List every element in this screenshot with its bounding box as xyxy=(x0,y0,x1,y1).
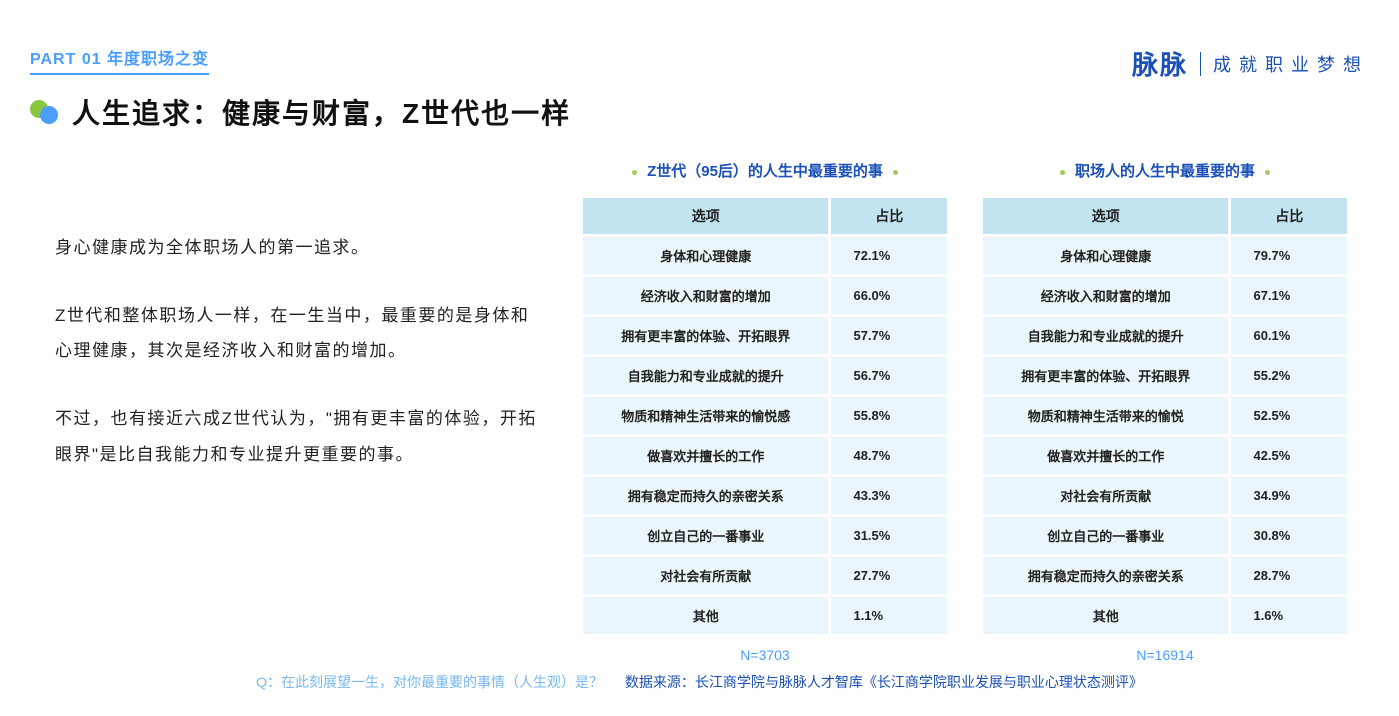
table-row: 拥有稳定而持久的亲密关系28.7% xyxy=(983,557,1347,594)
table-cell-pct: 1.6% xyxy=(1231,597,1347,634)
table-cell-pct: 55.2% xyxy=(1231,357,1347,394)
table-row: 经济收入和财富的增加67.1% xyxy=(983,277,1347,314)
table-cell-pct: 1.1% xyxy=(831,597,947,634)
table-row: 做喜欢并擅长的工作42.5% xyxy=(983,437,1347,474)
table-row: 物质和精神生活带来的愉悦52.5% xyxy=(983,397,1347,434)
table-cell-pct: 42.5% xyxy=(1231,437,1347,474)
table-row: 对社会有所贡献34.9% xyxy=(983,477,1347,514)
table-cell-pct: 72.1% xyxy=(831,237,947,274)
table-row: 自我能力和专业成就的提升60.1% xyxy=(983,317,1347,354)
table-cell-pct: 66.0% xyxy=(831,277,947,314)
table-right-column: 职场人的人生中最重要的事 选项 占比 身体和心理健康79.7%经济收入和财富的增… xyxy=(980,160,1350,663)
table-row: 拥有稳定而持久的亲密关系43.3% xyxy=(583,477,947,514)
table-cell-pct: 67.1% xyxy=(1231,277,1347,314)
slide-title: 人生追求：健康与财富，Z世代也一样 xyxy=(72,92,571,132)
body-paragraph: Z世代和整体职场人一样，在一生当中，最重要的是身体和心理健康，其次是经济收入和财… xyxy=(55,298,545,369)
table-cell-pct: 55.8% xyxy=(831,397,947,434)
table-cell-option: 对社会有所贡献 xyxy=(583,557,828,594)
table-cell-pct: 31.5% xyxy=(831,517,947,554)
brand-block: 脉脉 成就职业梦想 xyxy=(1132,45,1369,82)
table-cell-pct: 60.1% xyxy=(1231,317,1347,354)
table-left: 选项 占比 身体和心理健康72.1%经济收入和财富的增加66.0%拥有更丰富的体… xyxy=(580,195,950,637)
table-cell-pct: 57.7% xyxy=(831,317,947,354)
body-paragraph: 身心健康成为全体职场人的第一追求。 xyxy=(55,230,545,266)
table-cell-option: 其他 xyxy=(583,597,828,634)
title-row: 人生追求：健康与财富，Z世代也一样 xyxy=(30,92,571,132)
table-left-title: Z世代（95后）的人生中最重要的事 xyxy=(580,160,950,181)
table-cell-option: 做喜欢并擅长的工作 xyxy=(983,437,1228,474)
slide-footer: Q：在此刻展望一生，对你最重要的事情（人生观）是？ 数据来源：长江商学院与脉脉人… xyxy=(0,672,1399,692)
table-row: 拥有更丰富的体验、开拓眼界55.2% xyxy=(983,357,1347,394)
table-cell-option: 创立自己的一番事业 xyxy=(983,517,1228,554)
table-cell-pct: 56.7% xyxy=(831,357,947,394)
table-cell-pct: 34.9% xyxy=(1231,477,1347,514)
bullet-icon xyxy=(30,100,58,124)
table-cell-pct: 30.8% xyxy=(1231,517,1347,554)
table-row: 自我能力和专业成就的提升56.7% xyxy=(583,357,947,394)
table-cell-option: 其他 xyxy=(983,597,1228,634)
table-row: 物质和精神生活带来的愉悦感55.8% xyxy=(583,397,947,434)
part-label: PART 01 年度职场之变 xyxy=(30,45,209,75)
table-row: 拥有更丰富的体验、开拓眼界57.7% xyxy=(583,317,947,354)
table-row: 其他1.1% xyxy=(583,597,947,634)
table-header-ratio: 占比 xyxy=(831,198,947,234)
table-row: 创立自己的一番事业31.5% xyxy=(583,517,947,554)
table-right: 选项 占比 身体和心理健康79.7%经济收入和财富的增加67.1%自我能力和专业… xyxy=(980,195,1350,637)
table-header-option: 选项 xyxy=(583,198,828,234)
table-row: 其他1.6% xyxy=(983,597,1347,634)
table-cell-pct: 52.5% xyxy=(1231,397,1347,434)
table-cell-option: 经济收入和财富的增加 xyxy=(983,277,1228,314)
table-cell-option: 身体和心理健康 xyxy=(983,237,1228,274)
brand-logo: 脉脉 xyxy=(1132,45,1188,82)
table-cell-pct: 79.7% xyxy=(1231,237,1347,274)
table-cell-option: 自我能力和专业成就的提升 xyxy=(583,357,828,394)
table-cell-pct: 48.7% xyxy=(831,437,947,474)
table-row: 做喜欢并擅长的工作48.7% xyxy=(583,437,947,474)
tables-container: Z世代（95后）的人生中最重要的事 选项 占比 身体和心理健康72.1%经济收入… xyxy=(580,160,1350,663)
table-cell-option: 对社会有所贡献 xyxy=(983,477,1228,514)
table-left-column: Z世代（95后）的人生中最重要的事 选项 占比 身体和心理健康72.1%经济收入… xyxy=(580,160,950,663)
table-left-n: N=3703 xyxy=(580,647,950,663)
table-cell-pct: 43.3% xyxy=(831,477,947,514)
table-row: 创立自己的一番事业30.8% xyxy=(983,517,1347,554)
table-cell-option: 拥有更丰富的体验、开拓眼界 xyxy=(983,357,1228,394)
footer-question: Q：在此刻展望一生，对你最重要的事情（人生观）是？ xyxy=(256,674,603,690)
table-row: 身体和心理健康72.1% xyxy=(583,237,947,274)
table-row: 经济收入和财富的增加66.0% xyxy=(583,277,947,314)
table-cell-option: 物质和精神生活带来的愉悦 xyxy=(983,397,1228,434)
body-text: 身心健康成为全体职场人的第一追求。 Z世代和整体职场人一样，在一生当中，最重要的… xyxy=(55,230,545,504)
table-cell-option: 拥有稳定而持久的亲密关系 xyxy=(983,557,1228,594)
table-row: 对社会有所贡献27.7% xyxy=(583,557,947,594)
table-cell-option: 经济收入和财富的增加 xyxy=(583,277,828,314)
table-cell-option: 做喜欢并擅长的工作 xyxy=(583,437,828,474)
table-row: 身体和心理健康79.7% xyxy=(983,237,1347,274)
table-right-n: N=16914 xyxy=(980,647,1350,663)
table-header-option: 选项 xyxy=(983,198,1228,234)
table-cell-option: 物质和精神生活带来的愉悦感 xyxy=(583,397,828,434)
table-cell-pct: 28.7% xyxy=(1231,557,1347,594)
table-cell-option: 拥有稳定而持久的亲密关系 xyxy=(583,477,828,514)
brand-tagline: 成就职业梦想 xyxy=(1213,51,1369,77)
table-cell-pct: 27.7% xyxy=(831,557,947,594)
slide-header: PART 01 年度职场之变 脉脉 成就职业梦想 xyxy=(30,45,1369,82)
brand-divider xyxy=(1200,52,1201,76)
footer-source: 数据来源：长江商学院与脉脉人才智库《长江商学院职业发展与职业心理状态测评》 xyxy=(625,674,1143,690)
table-right-title: 职场人的人生中最重要的事 xyxy=(980,160,1350,181)
body-paragraph: 不过，也有接近六成Z世代认为，"拥有更丰富的体验，开拓眼界"是比自我能力和专业提… xyxy=(55,401,545,472)
table-header-ratio: 占比 xyxy=(1231,198,1347,234)
table-cell-option: 拥有更丰富的体验、开拓眼界 xyxy=(583,317,828,354)
table-cell-option: 身体和心理健康 xyxy=(583,237,828,274)
table-cell-option: 自我能力和专业成就的提升 xyxy=(983,317,1228,354)
table-cell-option: 创立自己的一番事业 xyxy=(583,517,828,554)
